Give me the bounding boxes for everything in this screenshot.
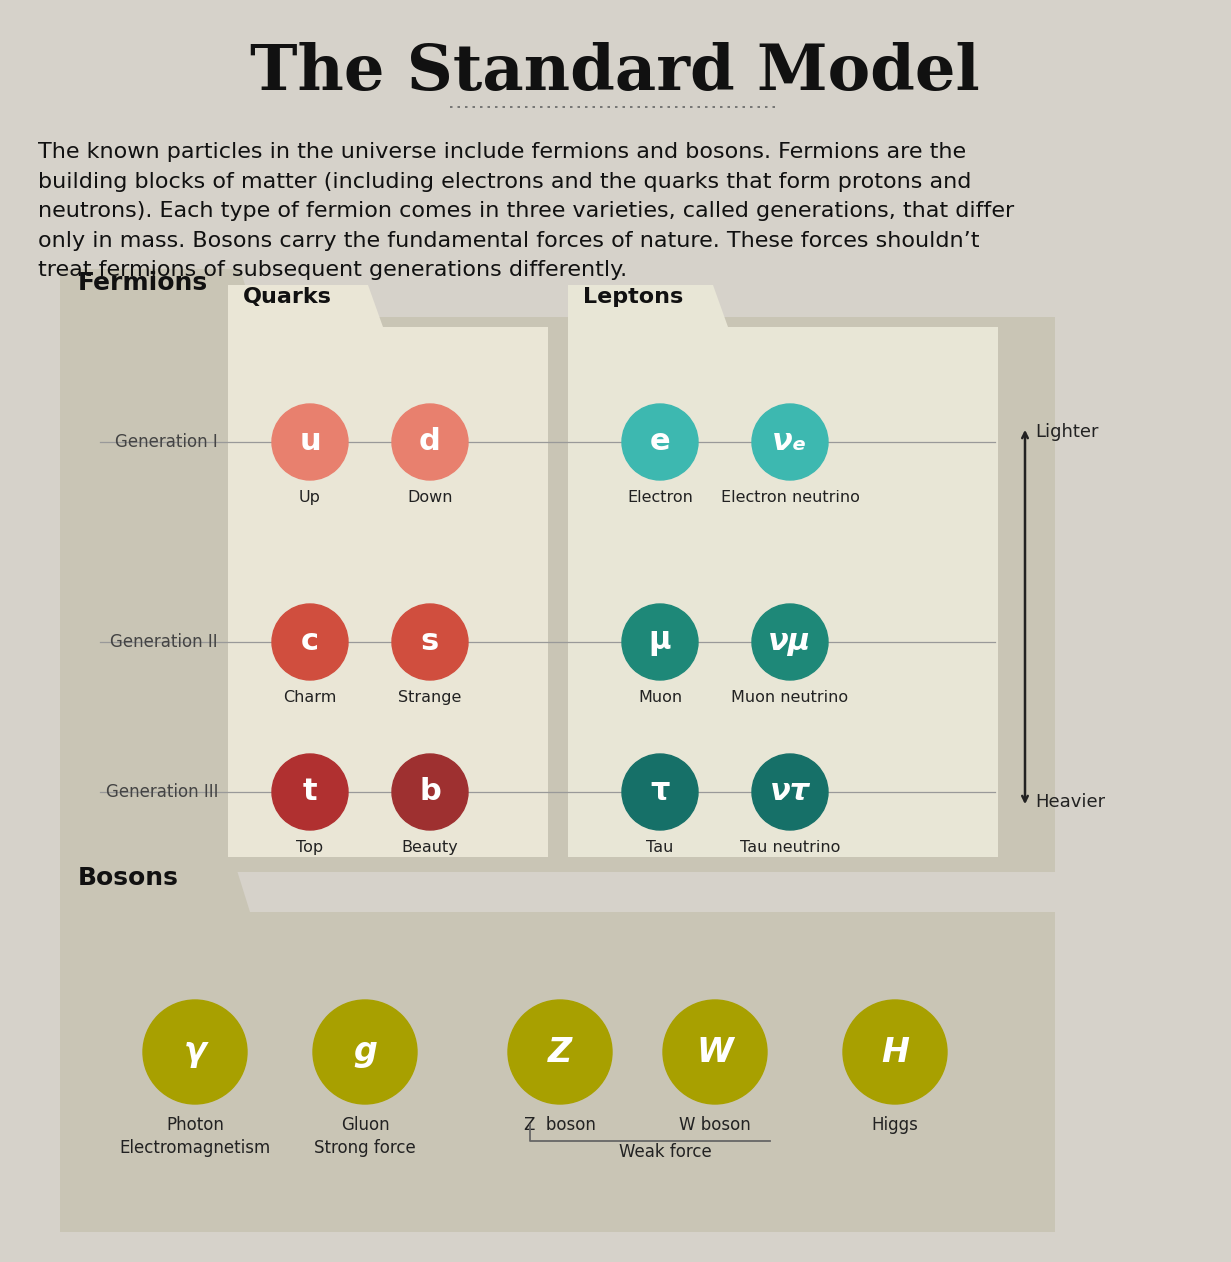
Circle shape bbox=[664, 1000, 767, 1104]
Text: Muon neutrino: Muon neutrino bbox=[731, 690, 848, 705]
Text: Lighter: Lighter bbox=[1035, 423, 1098, 440]
Text: Generation III: Generation III bbox=[106, 782, 218, 801]
Text: Higgs: Higgs bbox=[872, 1116, 918, 1135]
Text: g: g bbox=[353, 1036, 377, 1069]
Text: Beauty: Beauty bbox=[401, 840, 458, 854]
Text: νₑ: νₑ bbox=[772, 428, 808, 457]
Circle shape bbox=[272, 753, 348, 830]
Text: Bosons: Bosons bbox=[78, 866, 178, 890]
Text: τ: τ bbox=[650, 777, 670, 806]
Polygon shape bbox=[60, 864, 1055, 1232]
Text: Strange: Strange bbox=[399, 690, 462, 705]
Circle shape bbox=[391, 753, 468, 830]
Circle shape bbox=[143, 1000, 247, 1104]
Text: Weak force: Weak force bbox=[619, 1143, 712, 1161]
Text: b: b bbox=[419, 777, 441, 806]
Text: Up: Up bbox=[299, 490, 321, 505]
Text: t: t bbox=[303, 777, 318, 806]
Text: Gluon: Gluon bbox=[341, 1116, 389, 1135]
Text: Electron neutrino: Electron neutrino bbox=[720, 490, 859, 505]
Circle shape bbox=[272, 404, 348, 480]
Circle shape bbox=[391, 604, 468, 680]
Text: W boson: W boson bbox=[680, 1116, 751, 1135]
Text: Top: Top bbox=[297, 840, 324, 854]
Text: W: W bbox=[697, 1036, 734, 1069]
Polygon shape bbox=[228, 285, 548, 857]
Text: γ: γ bbox=[183, 1036, 207, 1069]
Text: ντ: ντ bbox=[769, 777, 810, 806]
Text: The known particles in the universe include fermions and bosons. Fermions are th: The known particles in the universe incl… bbox=[38, 143, 1014, 280]
Circle shape bbox=[622, 404, 698, 480]
Polygon shape bbox=[60, 269, 1055, 872]
Circle shape bbox=[272, 604, 348, 680]
Text: Charm: Charm bbox=[283, 690, 337, 705]
Text: Muon: Muon bbox=[638, 690, 682, 705]
Circle shape bbox=[752, 753, 828, 830]
Text: e: e bbox=[650, 428, 671, 457]
Text: Tau: Tau bbox=[646, 840, 673, 854]
Circle shape bbox=[752, 404, 828, 480]
Text: Quarks: Quarks bbox=[243, 286, 332, 307]
Text: νμ: νμ bbox=[768, 627, 811, 656]
Text: Strong force: Strong force bbox=[314, 1140, 416, 1157]
Text: Leptons: Leptons bbox=[583, 286, 683, 307]
Text: Down: Down bbox=[407, 490, 453, 505]
Circle shape bbox=[508, 1000, 612, 1104]
Circle shape bbox=[313, 1000, 417, 1104]
Text: s: s bbox=[421, 627, 439, 656]
Text: d: d bbox=[419, 428, 441, 457]
Circle shape bbox=[391, 404, 468, 480]
Text: Electromagnetism: Electromagnetism bbox=[119, 1140, 271, 1157]
Text: Fermions: Fermions bbox=[78, 271, 208, 295]
Text: Z: Z bbox=[548, 1036, 572, 1069]
Text: c: c bbox=[302, 627, 319, 656]
Text: The Standard Model: The Standard Model bbox=[250, 42, 980, 103]
Polygon shape bbox=[567, 285, 998, 857]
Text: H: H bbox=[881, 1036, 908, 1069]
Text: Heavier: Heavier bbox=[1035, 793, 1105, 811]
Text: Electron: Electron bbox=[627, 490, 693, 505]
Circle shape bbox=[622, 604, 698, 680]
Text: Generation I: Generation I bbox=[116, 433, 218, 451]
Text: μ: μ bbox=[649, 627, 671, 656]
Text: Tau neutrino: Tau neutrino bbox=[740, 840, 841, 854]
Text: Photon: Photon bbox=[166, 1116, 224, 1135]
Circle shape bbox=[843, 1000, 947, 1104]
Circle shape bbox=[622, 753, 698, 830]
Text: Z  boson: Z boson bbox=[524, 1116, 596, 1135]
Circle shape bbox=[752, 604, 828, 680]
Text: u: u bbox=[299, 428, 321, 457]
Text: Generation II: Generation II bbox=[111, 634, 218, 651]
